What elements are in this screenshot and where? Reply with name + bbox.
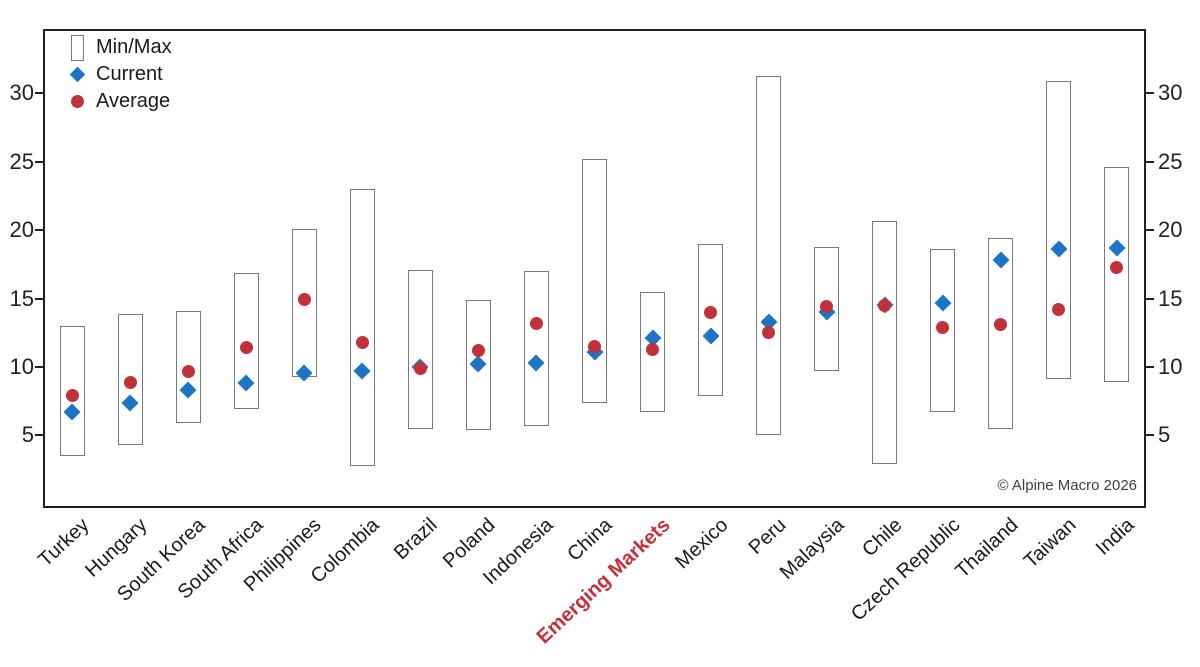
average-marker	[936, 320, 950, 334]
y-tick-right	[1146, 160, 1154, 163]
y-tick-left	[35, 366, 43, 369]
range-bar	[349, 189, 375, 466]
average-marker	[529, 316, 543, 330]
y-tick-right	[1146, 229, 1154, 232]
average-marker	[1110, 260, 1124, 274]
average-marker	[994, 318, 1008, 332]
copyright-note: © Alpine Macro 2026	[997, 477, 1137, 494]
y-tick-label-right: 20	[1158, 217, 1183, 243]
average-marker	[588, 340, 601, 353]
range-bar	[698, 243, 724, 396]
average-marker	[878, 298, 892, 312]
average-marker	[355, 335, 369, 349]
average-marker	[1052, 303, 1066, 317]
range-bar	[582, 159, 607, 403]
average-circle-icon	[62, 95, 92, 108]
range-bar	[872, 220, 898, 465]
average-marker	[646, 342, 660, 356]
average-marker	[820, 300, 834, 314]
y-tick-label-left: 30	[9, 80, 34, 106]
y-tick-label-right: 10	[1158, 354, 1183, 380]
legend-item: Current	[62, 61, 172, 88]
average-marker	[181, 364, 195, 378]
range-bar	[1046, 81, 1072, 380]
average-marker	[297, 293, 311, 307]
legend-label: Min/Max	[96, 36, 172, 58]
y-tick-right	[1146, 297, 1154, 300]
plot-area	[43, 29, 1146, 508]
average-marker	[413, 361, 427, 375]
y-tick-label-left: 15	[9, 285, 34, 311]
range-bar	[1104, 167, 1130, 383]
average-marker	[762, 326, 776, 340]
y-tick-label-left: 10	[9, 354, 34, 380]
y-tick-label-left: 25	[9, 148, 34, 174]
y-tick-left	[35, 434, 43, 437]
average-marker	[704, 305, 718, 319]
range-bar	[523, 271, 549, 426]
y-tick-right	[1146, 434, 1154, 437]
y-tick-right	[1146, 92, 1154, 95]
minmax-range-icon	[62, 34, 92, 61]
legend: Min/Max Current Average	[62, 34, 172, 115]
average-marker	[471, 344, 485, 358]
average-marker	[239, 341, 253, 355]
y-tick-label-right: 15	[1158, 285, 1183, 311]
y-tick-label-right: 30	[1158, 80, 1183, 106]
y-tick-left	[35, 297, 43, 300]
y-tick-left	[35, 229, 43, 232]
range-bar	[407, 269, 433, 429]
legend-item: Average	[62, 88, 172, 115]
range-bar	[988, 238, 1014, 429]
current-diamond-icon	[62, 66, 92, 83]
y-tick-left	[35, 160, 43, 163]
y-tick-label-left: 20	[9, 217, 34, 243]
range-bar	[291, 228, 317, 377]
average-marker	[123, 375, 137, 389]
y-tick-label-right: 5	[1158, 422, 1171, 448]
y-tick-label-right: 25	[1158, 148, 1183, 174]
y-tick-label-left: 5	[21, 422, 34, 448]
y-tick-right	[1146, 366, 1154, 369]
legend-label: Average	[96, 90, 171, 112]
range-bar	[756, 75, 782, 436]
legend-item: Min/Max	[62, 34, 172, 61]
average-marker	[65, 389, 79, 403]
legend-label: Current	[96, 63, 163, 85]
y-tick-left	[35, 92, 43, 95]
